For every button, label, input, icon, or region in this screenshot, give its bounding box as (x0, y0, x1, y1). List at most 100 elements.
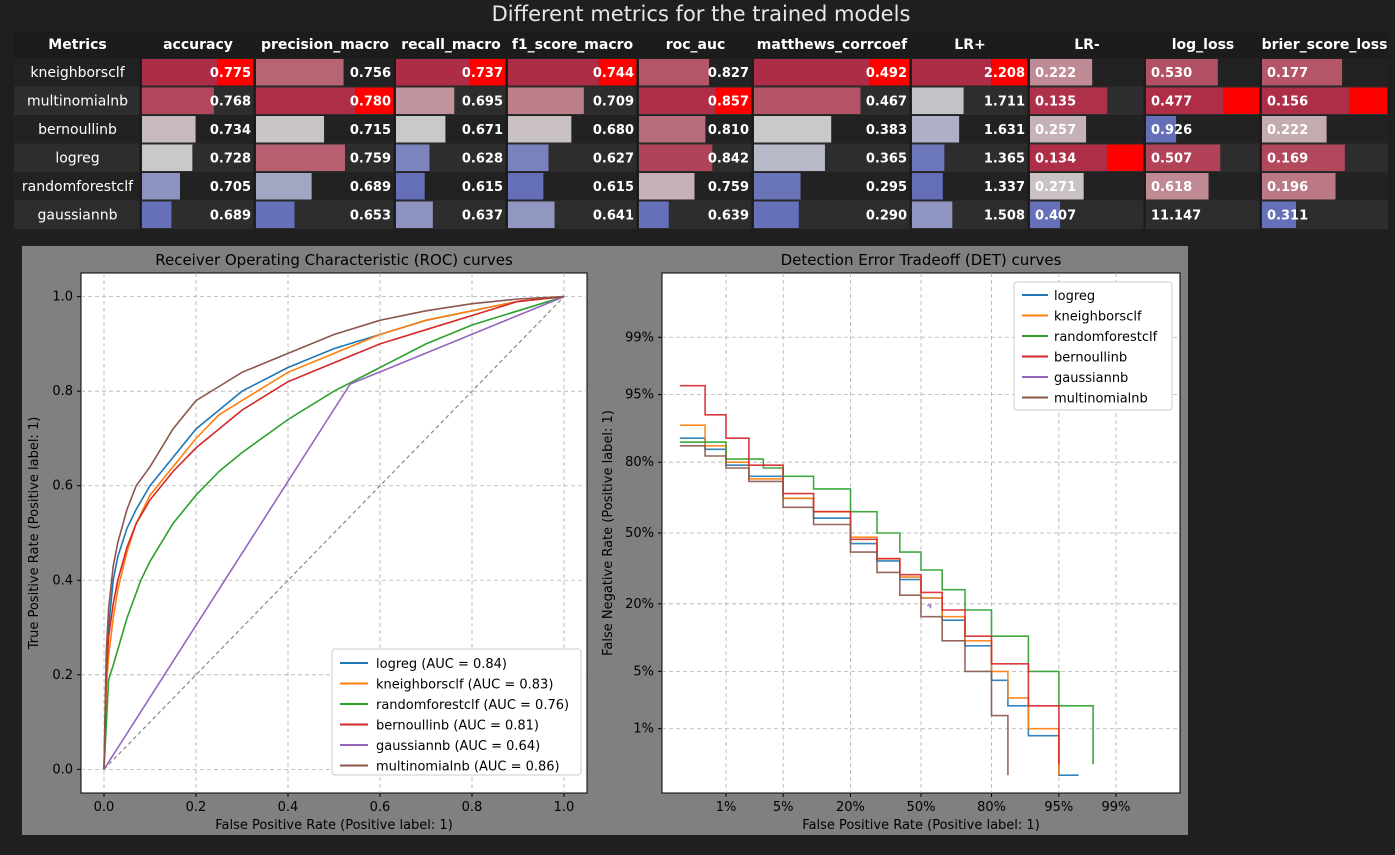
cell-value: 0.689 (350, 180, 391, 195)
cell-bar (256, 173, 312, 200)
table-header-metrics: Metrics (48, 37, 106, 53)
cell-bar (396, 173, 425, 200)
det-legend-label: bernoullinb (1054, 351, 1127, 366)
cell-bar (639, 116, 706, 143)
roc-xtick-label: 0.6 (370, 800, 391, 815)
cell-value: 0.705 (210, 180, 251, 195)
cell-bar (754, 116, 832, 143)
roc-ylabel: True Positive Rate (Positive label: 1) (27, 417, 42, 651)
cell-value: 0.507 (1151, 152, 1192, 167)
roc-legend-label: bernoullinb (AUC = 0.81) (376, 719, 539, 734)
cell-value: 0.615 (462, 180, 503, 195)
det-legend-label: randomforestclf (1054, 330, 1158, 345)
cell-bar (1262, 144, 1345, 171)
cell-bar (912, 59, 992, 86)
roc-curve-bernoullinb (103, 295, 565, 770)
cell-bar (754, 173, 801, 200)
cell-value: 0.641 (593, 209, 634, 224)
cell-bar (912, 116, 960, 143)
cell-bar (142, 116, 196, 143)
roc-legend-label: logreg (AUC = 0.84) (376, 657, 507, 672)
row-label-bernoullinb: bernoullinb (38, 122, 117, 138)
roc-legend (331, 648, 582, 776)
roc-ytick-label: 1.0 (52, 290, 73, 305)
table-header-accuracy: accuracy (163, 37, 233, 53)
cell-value: 11.147 (1151, 209, 1201, 224)
cell-value: 1.508 (984, 209, 1025, 224)
cell-bar (754, 87, 861, 114)
cell-value: 0.744 (593, 66, 634, 81)
roc-ytick-label: 0.0 (52, 762, 73, 777)
cell-value: 0.196 (1267, 180, 1308, 195)
cell-value: 0.134 (1035, 152, 1076, 167)
roc-xlabel: False Positive Rate (Positive label: 1) (215, 818, 453, 833)
table-header-bg (14, 31, 1388, 58)
roc-ytick-label: 0.6 (52, 479, 73, 494)
cell-highlight (869, 59, 910, 86)
cell-value: 0.530 (1151, 66, 1192, 81)
cell-value: 0.637 (462, 209, 503, 224)
cell-value: 0.759 (350, 152, 391, 167)
roc-title: Receiver Operating Characteristic (ROC) … (155, 251, 513, 269)
cell-value: 0.618 (1151, 180, 1192, 195)
cell-value: 0.689 (210, 209, 251, 224)
cell-value: 0.639 (708, 209, 749, 224)
row-label-kneighborsclf: kneighborsclf (30, 65, 125, 81)
cell-bar (1030, 173, 1084, 200)
cell-bar (1262, 87, 1350, 114)
roc-legend-label: randomforestclf (AUC = 0.76) (376, 698, 569, 713)
roc-legend-label: gaussiannb (AUC = 0.64) (376, 739, 540, 754)
det-ylabel: False Negative Rate (Positive label: 1) (601, 410, 616, 656)
det-ytick-label: 80% (625, 455, 654, 470)
roc-legend-label: multinomialnb (AUC = 0.86) (376, 760, 560, 775)
table-header-f1_score_macro: f1_score_macro (512, 37, 634, 53)
cell-bar (256, 116, 325, 143)
cell-bar (754, 144, 825, 171)
det-legend-label: kneighborsclf (1054, 310, 1142, 325)
roc-xtick-label: 1.0 (554, 800, 575, 815)
det-curve-multinomialnb (679, 445, 1009, 776)
cell-value: 0.768 (210, 95, 251, 110)
roc-xtick-label: 0.4 (278, 800, 299, 815)
roc-chance-line (103, 296, 565, 770)
roc-curve-kneighborsclf (103, 295, 565, 770)
cell-bar (1146, 59, 1218, 86)
roc-curve-randomforestclf (103, 295, 565, 770)
cell-value: 0.737 (462, 66, 503, 81)
roc-ytick-label: 0.2 (52, 668, 73, 683)
cell-bar (256, 59, 344, 86)
cell-bar (639, 87, 716, 114)
cell-bar (508, 173, 544, 200)
cell-value: 0.628 (462, 152, 503, 167)
cell-bar (1262, 116, 1327, 143)
roc-xtick-label: 0.0 (94, 800, 115, 815)
cell-value: 1.365 (984, 152, 1025, 167)
cell-bar (1262, 173, 1336, 200)
det-curve-randomforestclf (679, 441, 1094, 765)
cell-highlight (1107, 144, 1144, 171)
roc-curve-multinomialnb (103, 295, 565, 770)
roc-ytick-label: 0.4 (52, 573, 73, 588)
cell-bar (396, 87, 455, 114)
roc-curve-gaussiannb (103, 295, 565, 770)
cell-value: 0.222 (1267, 123, 1308, 138)
row-label-gaussiannb: gaussiannb (37, 208, 117, 224)
cell-bar (396, 116, 446, 143)
det-xtick-label: 99% (1102, 800, 1131, 815)
cell-bar (754, 201, 799, 228)
cell-value: 0.734 (210, 123, 251, 138)
cell-bar (639, 59, 710, 86)
det-legend-label: gaussiannb (1054, 371, 1128, 386)
cell-bar (142, 173, 180, 200)
det-ytick-label: 95% (625, 388, 654, 403)
cell-bar (508, 144, 549, 171)
cell-value: 0.680 (593, 123, 634, 138)
cell-value: 0.492 (866, 66, 907, 81)
cell-bar (639, 173, 695, 200)
roc-xtick-label: 0.8 (462, 800, 483, 815)
det-xtick-label: 80% (977, 800, 1006, 815)
cell-value: 0.671 (462, 123, 503, 138)
cell-value: 0.715 (350, 123, 391, 138)
det-ytick-label: 20% (625, 597, 654, 612)
table-header-roc_auc: roc_auc (666, 37, 726, 53)
